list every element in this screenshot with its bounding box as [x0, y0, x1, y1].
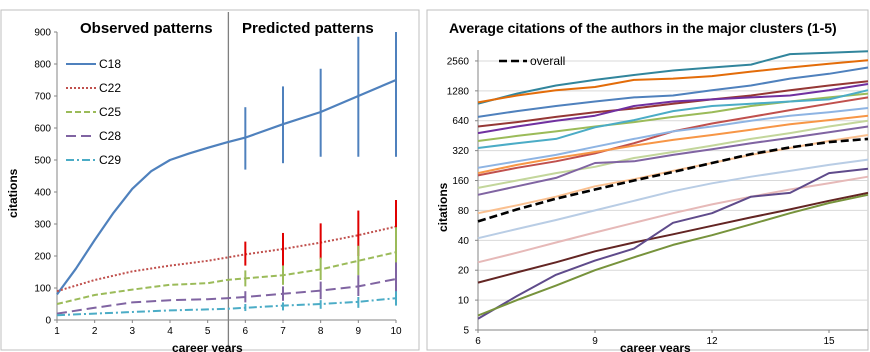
legend-label-c29: C29 [99, 153, 121, 167]
right-y-tick-label: 10 [458, 296, 470, 307]
right-y-axis-label: citations [436, 182, 450, 232]
cluster-line-1 [477, 50, 869, 105]
cluster-line-14 [477, 158, 869, 240]
series-line-c25 [56, 251, 397, 305]
cluster-citations-chart: Average citations of the authors in the … [426, 9, 869, 352]
cluster-line-4 [477, 80, 869, 128]
cluster-line-9 [477, 107, 869, 169]
left-x-tick-label: 7 [280, 326, 286, 337]
series-line-c28 [56, 278, 397, 315]
series-line-overall [477, 137, 869, 223]
cluster-line-3 [477, 66, 869, 118]
cluster-line-18 [477, 193, 869, 317]
left-y-tick-label: 700 [34, 92, 51, 103]
left-y-tick-label: 500 [34, 156, 51, 167]
left-y-tick-label: 400 [34, 188, 51, 199]
left-x-tick-label: 8 [318, 326, 324, 337]
right-x-tick-label: 9 [592, 336, 598, 347]
left-y-tick-label: 0 [45, 316, 51, 327]
cluster-line-13 [477, 134, 869, 215]
series-line-c29 [56, 297, 397, 317]
right-x-axis-label: career years [620, 341, 691, 352]
right-y-tick-label: 2560 [447, 56, 470, 67]
legend-label-c25: C25 [99, 105, 121, 119]
cluster-line-2 [477, 59, 869, 104]
right-x-tick-label: 12 [706, 336, 718, 347]
series-line-c18 [56, 78, 397, 296]
left-x-tick-label: 6 [243, 326, 249, 337]
left-y-tick-label: 200 [34, 252, 51, 263]
left-y-tick-label: 300 [34, 220, 51, 231]
cluster-line-16 [477, 191, 869, 284]
right-y-tick-label: 5 [463, 326, 469, 337]
right-y-tick-label: 40 [458, 236, 470, 247]
cluster-line-10 [477, 114, 869, 175]
legend-label-overall: overall [530, 54, 565, 68]
left-x-tick-label: 4 [167, 326, 173, 337]
left-x-tick-label: 1 [54, 326, 60, 337]
right-x-tick-label: 6 [475, 336, 481, 347]
left-x-tick-label: 9 [356, 326, 362, 337]
left-y-tick-label: 100 [34, 284, 51, 295]
left-x-tick-label: 5 [205, 326, 211, 337]
left-x-tick-label: 3 [130, 326, 136, 337]
left-y-tick-label: 800 [34, 60, 51, 71]
series-line-c22 [56, 225, 397, 293]
left-title-predicted: Predicted patterns [242, 20, 374, 37]
left-panel-frame [0, 9, 420, 351]
cluster-line-7 [477, 89, 869, 149]
right-y-tick-label: 160 [452, 176, 469, 187]
left-x-tick-label: 10 [390, 326, 402, 337]
cluster-line-12 [477, 125, 869, 196]
legend-label-c18: C18 [99, 57, 121, 71]
right-y-tick-label: 20 [458, 266, 470, 277]
left-x-tick-label: 2 [92, 326, 98, 337]
right-y-tick-label: 80 [458, 206, 470, 217]
cluster-line-11 [477, 119, 869, 189]
cluster-line-5 [477, 83, 869, 135]
observed-predicted-chart: Observed patterns Predicted patterns 0 10… [0, 9, 420, 352]
cluster-line-15 [477, 175, 869, 264]
left-y-tick-label: 900 [34, 28, 51, 39]
right-x-tick-label: 15 [823, 336, 835, 347]
left-y-tick-label: 600 [34, 124, 51, 135]
left-x-axis-label: career years [172, 341, 243, 352]
right-y-tick-label: 320 [452, 146, 469, 157]
legend-label-c28: C28 [99, 129, 121, 143]
cluster-line-17 [477, 167, 869, 320]
left-title-observed: Observed patterns [80, 20, 213, 37]
right-y-tick-label: 640 [452, 116, 469, 127]
left-y-axis-label: citations [6, 168, 20, 218]
right-y-tick-label: 1280 [447, 86, 470, 97]
right-title: Average citations of the authors in the … [449, 20, 837, 36]
legend-label-c22: C22 [99, 81, 121, 95]
